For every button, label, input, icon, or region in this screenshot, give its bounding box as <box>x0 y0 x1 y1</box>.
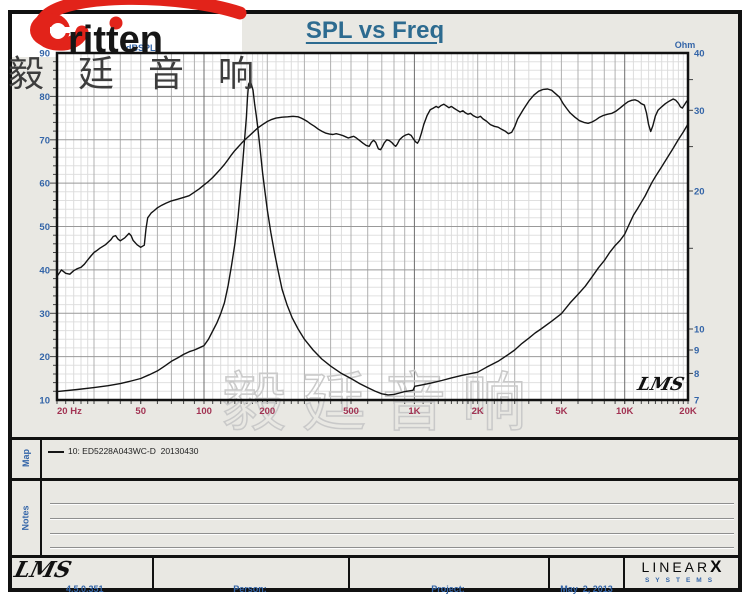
x-tick-label: 20K <box>679 406 697 417</box>
footer-lms-logo: LMS <box>11 557 74 583</box>
linearx-systems: SYSTEMS <box>644 577 719 584</box>
y-left-tick-label: 50 <box>39 222 50 233</box>
notes-rule-line <box>50 518 734 520</box>
right-axis-unit-label: Ohm <box>674 40 696 50</box>
x-tick-label: 20 Hz <box>57 406 82 417</box>
y-right-tick-label: 20 <box>694 187 705 198</box>
chart-lms-logo: LMS <box>635 374 687 395</box>
project-cell: Project: File: ED5228A043WC-D 20130430.l… <box>348 559 548 600</box>
datetime-cell: May 2, 2013 Thr 9:40 am <box>548 559 625 600</box>
divider <box>12 437 738 440</box>
watermark-text: 毅廷音响 <box>221 366 542 440</box>
brand-text: ritten <box>68 19 163 58</box>
x-tick-label: 500 <box>343 406 359 417</box>
chart-grid <box>50 53 693 404</box>
y-right-tick-label: 30 <box>694 106 705 117</box>
project-label: Project: <box>431 584 465 594</box>
brand-logo: ritten <box>30 0 247 58</box>
y-left-tick-label: 90 <box>39 49 50 60</box>
report-date: May 2, 2013 <box>560 584 613 594</box>
legend-curve-sample <box>48 451 64 453</box>
footer-divider <box>548 558 550 588</box>
y-right-tick-label: 10 <box>694 325 705 336</box>
logo-e-slot-icon <box>50 27 72 33</box>
notes-rule-line <box>50 547 734 549</box>
notes-rule-line <box>50 503 734 505</box>
footer-divider <box>152 558 154 588</box>
y-right-tick-label: 40 <box>694 49 705 60</box>
x-tick-label: 1K <box>408 406 420 417</box>
x-tick-label: 100 <box>196 406 212 417</box>
notes-panel-label: Notes <box>20 505 31 531</box>
y-left-tick-label: 30 <box>39 309 50 320</box>
footer-divider <box>348 558 350 588</box>
notes-label-divider <box>40 481 42 555</box>
y-right-tick-label: 7 <box>694 396 699 407</box>
version-number: 4.5.0.351 <box>66 584 104 594</box>
linearx-x: X <box>710 557 722 576</box>
y-left-tick-label: 20 <box>39 352 50 363</box>
response-curves: 90 80 70 60 50 40 30 20 10 40 30 20 10 9 8 7 20 Hz 50 100 2… <box>39 49 705 418</box>
y-left-tick-label: 70 <box>39 135 50 146</box>
person-cell: Person: Company: <box>152 559 348 600</box>
y-left-tick-label: 80 <box>39 92 50 103</box>
left-axis-unit-label: dBSPL <box>126 43 156 53</box>
linearx-logo: LINEARX SYSTEMS <box>625 557 738 587</box>
y-left-tick-label: 10 <box>39 396 50 407</box>
x-tick-label: 5K <box>555 406 567 417</box>
x-tick-label: 50 <box>135 406 146 417</box>
x-tick-label: 10K <box>616 406 634 417</box>
x-tick-label: 200 <box>259 406 275 417</box>
notes-rule-line <box>50 533 734 535</box>
footer-divider <box>623 558 625 588</box>
x-tick-label: 2K <box>472 406 484 417</box>
divider <box>12 555 738 558</box>
divider <box>12 478 738 481</box>
map-label-divider <box>40 440 42 478</box>
y-left-tick-label: 40 <box>39 265 50 276</box>
y-left-tick-label: 60 <box>39 179 50 190</box>
linearx-brand: LINEAR <box>641 559 711 575</box>
y-right-tick-label: 9 <box>694 346 699 357</box>
legend-entry: 10: ED5228A043WC-D 20130430 <box>68 446 199 456</box>
page-title: SPL vs Freq <box>305 17 445 44</box>
brand-chinese-text: 毅 廷 音 响 <box>8 53 267 94</box>
person-label: Person: <box>233 584 267 594</box>
map-panel-label: Map <box>21 449 31 467</box>
y-right-tick-label: 8 <box>694 369 699 380</box>
logo-i-dot-icon <box>109 16 123 30</box>
